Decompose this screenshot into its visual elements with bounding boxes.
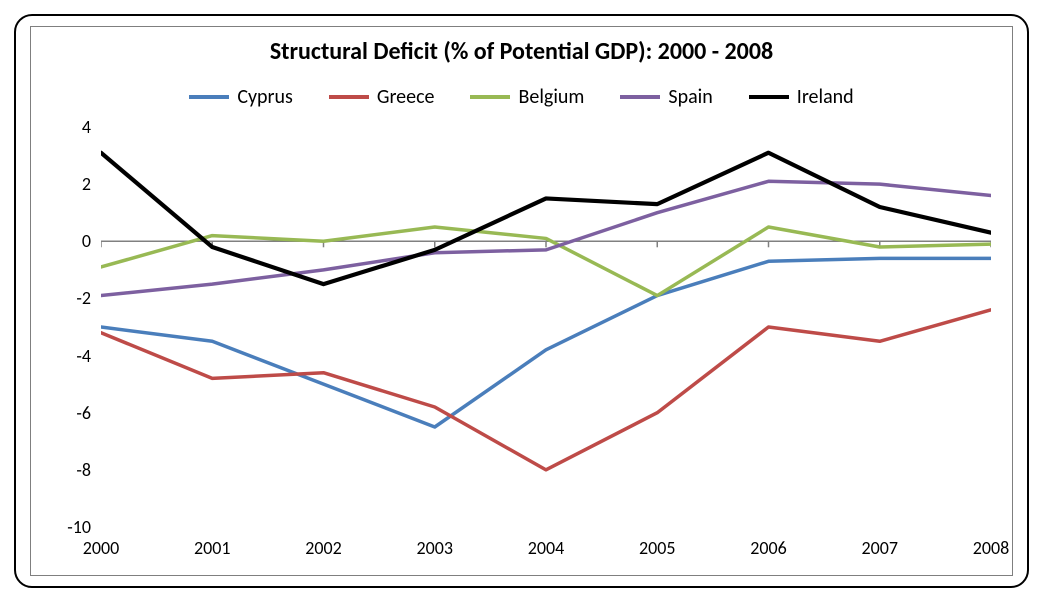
legend-swatch [189,95,229,99]
y-axis-label: 4 [41,116,91,138]
legend-item-spain: Spain [620,85,712,109]
y-axis-label: -6 [41,402,91,424]
legend-swatch [620,95,660,99]
x-axis-label: 2005 [627,537,687,559]
chart-title: Structural Deficit (% of Potential GDP):… [31,37,1012,66]
legend-label: Belgium [518,85,584,109]
legend-item-greece: Greece [329,85,435,109]
x-axis-label: 2003 [405,537,465,559]
legend: Cyprus Greece Belgium Spain Ireland [31,81,1012,109]
legend-swatch [470,95,510,99]
y-axis-label: -2 [41,287,91,309]
series-line-ireland [101,153,991,284]
legend-swatch [329,95,369,99]
plot-area [101,127,991,527]
y-axis-label: 0 [41,230,91,252]
legend-swatch [749,95,789,99]
y-axis-label: -4 [41,345,91,367]
legend-item-belgium: Belgium [470,85,584,109]
legend-label: Cyprus [237,85,293,109]
chart-container: Structural Deficit (% of Potential GDP):… [30,26,1013,576]
legend-label: Greece [377,85,435,109]
x-axis-label: 2006 [739,537,799,559]
x-axis-label: 2001 [182,537,242,559]
x-axis-label: 2002 [294,537,354,559]
y-axis-label: 2 [41,173,91,195]
x-axis-label: 2000 [71,537,131,559]
legend-label: Ireland [797,85,854,109]
x-axis-label: 2007 [850,537,910,559]
series-line-greece [101,310,991,470]
legend-item-ireland: Ireland [749,85,854,109]
series-line-cyprus [101,258,991,427]
x-axis-label: 2008 [961,537,1021,559]
legend-label: Spain [668,85,712,109]
legend-item-cyprus: Cyprus [189,85,293,109]
y-axis-label: -10 [41,516,91,538]
x-axis-label: 2004 [516,537,576,559]
series-line-belgium [101,227,991,296]
y-axis-label: -8 [41,459,91,481]
